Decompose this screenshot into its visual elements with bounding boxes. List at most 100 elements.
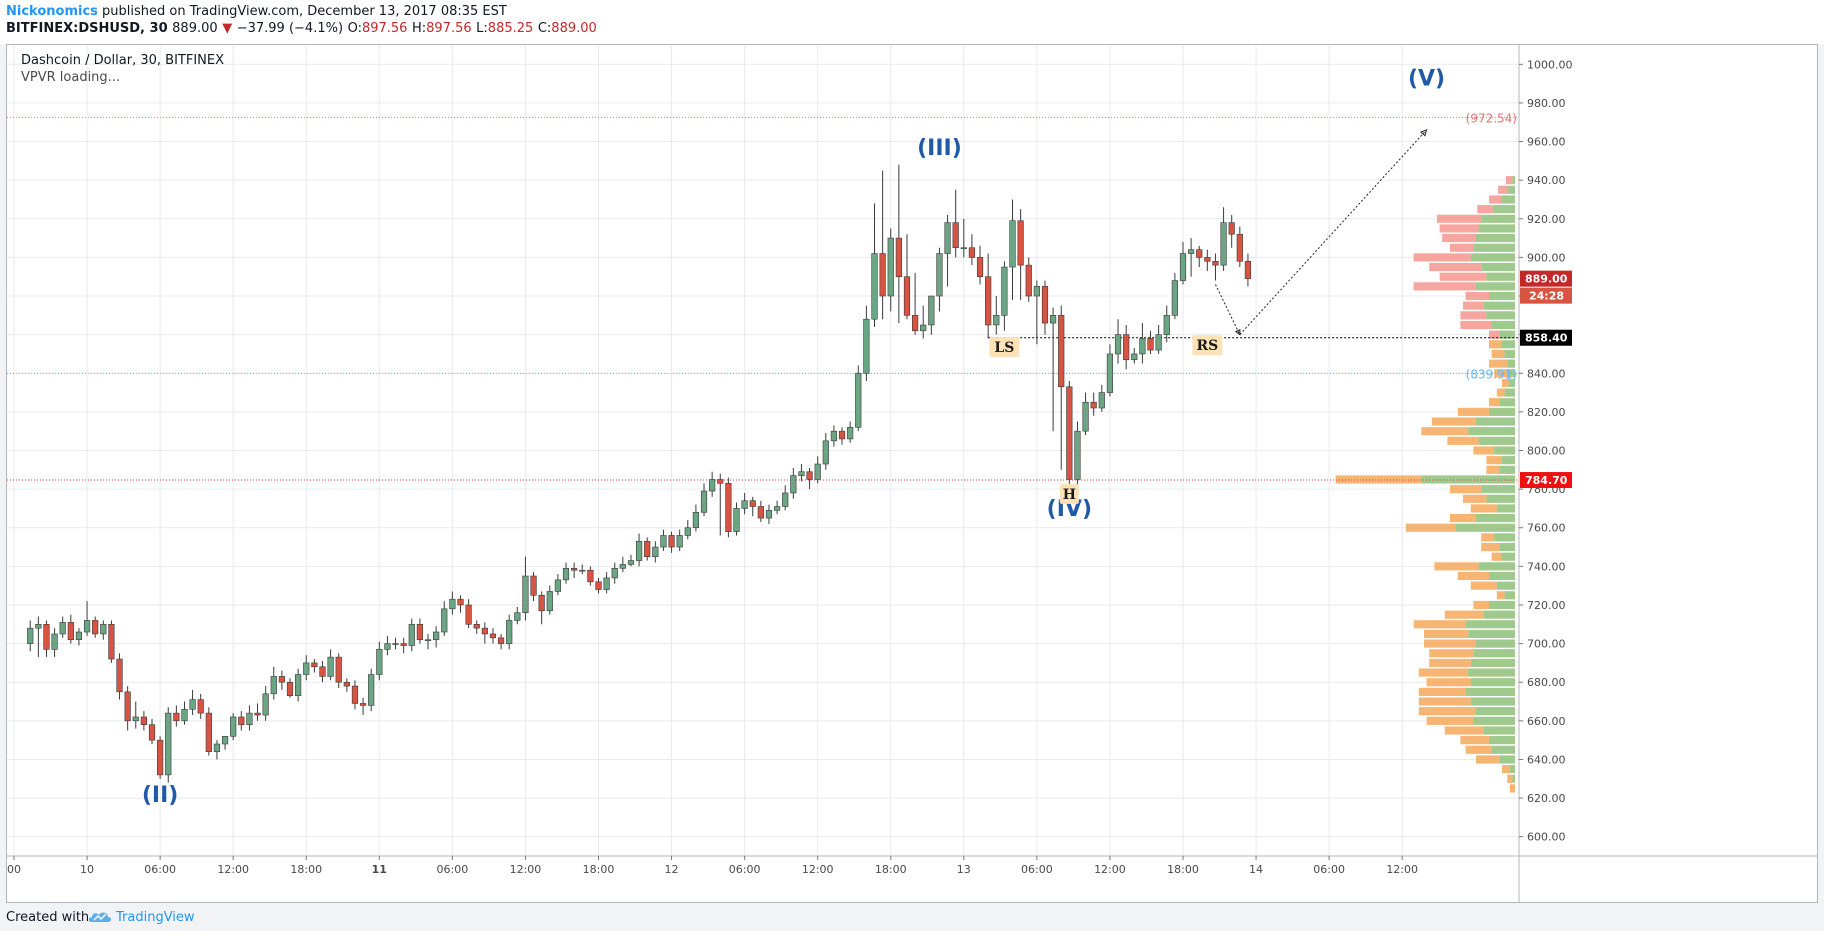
candle-body xyxy=(847,427,854,440)
x-axis-tick-label: 18:00 xyxy=(875,863,907,876)
candle-body xyxy=(1033,286,1040,297)
chart-pane[interactable]: (II) (III) (IV) (V) LS H RS 600.00 620.00 640.00 6… xyxy=(6,44,1818,903)
chart-canvas[interactable]: (II)(III)(IV)(V)LSHRS600.00620.00640.006… xyxy=(7,45,1817,902)
candle-body xyxy=(806,471,813,480)
candle-body xyxy=(1001,266,1008,316)
candle-body xyxy=(1090,401,1097,409)
volume-profile-bar-up xyxy=(1512,176,1515,185)
candle-body xyxy=(238,716,245,725)
candle-body xyxy=(497,637,505,644)
candle-up xyxy=(847,421,854,443)
candle-down xyxy=(903,234,911,320)
candle-up xyxy=(1098,384,1105,412)
y-axis-tick-label: 1000.00 xyxy=(1527,58,1573,71)
volume-profile-bar-down xyxy=(1335,475,1422,484)
candle-up xyxy=(449,591,456,615)
wave-label: (II) xyxy=(142,783,178,808)
candle-up xyxy=(392,637,399,650)
candle-body xyxy=(343,681,350,687)
candle-body xyxy=(286,681,294,697)
candle-body xyxy=(676,535,683,548)
published-text: published on TradingView.com, December 1… xyxy=(102,4,507,19)
candle-down xyxy=(489,628,497,644)
candle-body xyxy=(733,508,740,532)
series-legend-title[interactable]: Dashcoin / Dollar, 30, BITFINEX xyxy=(21,53,225,68)
volume-profile-bar-down xyxy=(1486,465,1500,474)
candle-body xyxy=(603,577,610,590)
volume-profile-bar-down xyxy=(1486,456,1502,465)
candle-body xyxy=(830,430,838,442)
volume-profile-bar-down xyxy=(1509,784,1515,793)
volume-profile-bar-down xyxy=(1413,620,1466,629)
candle-body xyxy=(668,535,675,548)
volume-profile-bar-down xyxy=(1470,581,1497,590)
volume-profile-bar-down xyxy=(1502,765,1510,774)
candle-body xyxy=(246,712,253,725)
volume-profile-bar-up xyxy=(1496,581,1515,590)
candle-body xyxy=(1188,249,1195,254)
change-value: −37.99 (−4.1%) xyxy=(236,21,344,36)
candle-up xyxy=(514,606,521,625)
candle-up xyxy=(303,655,310,681)
y-axis-tick-label: 660.00 xyxy=(1527,715,1566,728)
volume-profile-bar-down xyxy=(1424,639,1476,648)
volume-profile-bar-down xyxy=(1476,755,1500,764)
volume-profile-bar-up xyxy=(1476,417,1515,426)
candle-body xyxy=(416,623,423,641)
candle-up xyxy=(35,616,42,658)
candle-down xyxy=(278,670,285,690)
candle-down xyxy=(465,599,472,629)
volume-profile-bar-down xyxy=(1426,716,1474,725)
y-axis-tick-label: 840.00 xyxy=(1527,367,1566,380)
volume-profile-bar-down xyxy=(1460,311,1487,320)
candle-body xyxy=(530,575,537,596)
price-level-label: (972.54) xyxy=(1466,111,1517,125)
x-axis-tick-label: 12:00 xyxy=(802,863,834,876)
candle-body xyxy=(1009,220,1016,268)
tradingview-link[interactable]: TradingView xyxy=(116,910,195,925)
candle-body xyxy=(757,506,764,519)
candle-body xyxy=(254,712,261,716)
candle-up xyxy=(1082,392,1089,436)
candle-up xyxy=(709,471,716,497)
volume-profile-bar-up xyxy=(1476,514,1515,523)
candles xyxy=(27,164,1252,783)
candle-body xyxy=(278,676,285,683)
candle-body xyxy=(903,276,911,316)
candle-up xyxy=(384,635,391,656)
candle-up xyxy=(506,614,513,650)
candle-down xyxy=(976,245,984,285)
candle-body xyxy=(441,608,448,633)
volume-profile-bar-up xyxy=(1502,195,1515,204)
candle-body xyxy=(1236,233,1243,262)
volume-profile-bar-up xyxy=(1470,697,1515,706)
candle-up xyxy=(684,520,691,540)
candle-up xyxy=(814,456,821,484)
author-link[interactable]: Nickonomics xyxy=(6,4,98,19)
candle-body xyxy=(1171,280,1178,316)
candle-down xyxy=(1058,305,1065,470)
price-tag-label: 889.00 xyxy=(1525,273,1568,286)
candle-body xyxy=(489,633,497,639)
candle-body xyxy=(782,492,789,507)
volume-profile-bar-up xyxy=(1491,745,1515,754)
candle-body xyxy=(644,540,651,558)
candle-body xyxy=(108,623,115,660)
volume-profile-bar-down xyxy=(1426,678,1471,687)
candle-up xyxy=(660,529,667,551)
x-axis-tick-label: 14 xyxy=(1249,863,1263,876)
candle-up xyxy=(1074,421,1081,486)
candle-down xyxy=(238,711,245,731)
candle-up xyxy=(960,218,967,258)
candle-body xyxy=(481,627,488,635)
candle-down xyxy=(148,718,156,745)
candle-up xyxy=(246,705,253,731)
candle-up xyxy=(1009,199,1016,300)
volume-profile-bar-up xyxy=(1494,533,1515,542)
candle-up xyxy=(230,713,237,741)
candle-up xyxy=(700,483,708,517)
candle-down xyxy=(644,537,651,561)
candle-up xyxy=(1033,280,1040,345)
candle-up xyxy=(441,601,448,636)
candle-up xyxy=(181,701,188,725)
